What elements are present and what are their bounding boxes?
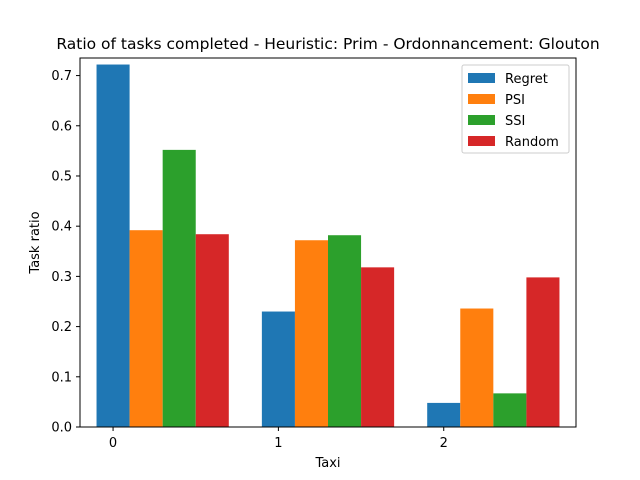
y-tick-label: 0.3: [51, 270, 72, 285]
y-axis-label: Task ratio: [28, 211, 43, 274]
bar-regret-1: [261, 311, 295, 427]
bar-random-2: [526, 277, 560, 427]
bar-random-1: [361, 267, 395, 427]
bar-random-0: [195, 234, 229, 427]
legend-swatch-ssi: [468, 115, 495, 125]
bar-psi-2: [460, 308, 494, 427]
bars-layer: [96, 64, 560, 428]
y-tick-label: 0.2: [51, 320, 72, 335]
legend-label-psi: PSI: [505, 93, 525, 108]
legend-swatch-psi: [468, 94, 495, 104]
y-tick-label: 0.1: [51, 370, 72, 385]
y-tick-label: 0.4: [51, 220, 72, 235]
bar-ssi-0: [162, 149, 196, 427]
y-tick-label: 0.5: [51, 169, 72, 184]
x-tick-label: 1: [274, 436, 282, 451]
plot-frame: [79, 57, 577, 428]
y-axis: 0.0 0.1 0.2 0.3 0.4 0.5 0.6 0.7: [51, 69, 80, 436]
legend: Regret PSI SSI Random: [461, 64, 570, 154]
legend-label-ssi: SSI: [505, 114, 525, 129]
y-tick-label: 0.6: [51, 119, 72, 134]
bar-ssi-1: [328, 235, 362, 427]
bar-ssi-2: [493, 393, 527, 427]
legend-label-random: Random: [505, 135, 559, 150]
chart-title: Ratio of tasks completed - Heuristic: Pr…: [56, 35, 599, 53]
x-axis: 0 1 2: [109, 427, 448, 451]
bar-psi-1: [294, 240, 328, 427]
x-tick-label: 2: [440, 436, 448, 451]
legend-swatch-regret: [468, 73, 495, 83]
legend-label-regret: Regret: [505, 72, 548, 87]
legend-swatch-random: [468, 136, 495, 146]
y-tick-label: 0.7: [51, 69, 72, 84]
x-tick-label: 0: [109, 436, 117, 451]
y-tick-label: 0.0: [51, 421, 72, 436]
legend-box: [461, 64, 570, 154]
x-axis-label: Taxi: [314, 456, 340, 471]
bar-regret-0: [96, 64, 130, 428]
bar-psi-0: [129, 230, 163, 427]
bar-regret-2: [427, 402, 461, 427]
